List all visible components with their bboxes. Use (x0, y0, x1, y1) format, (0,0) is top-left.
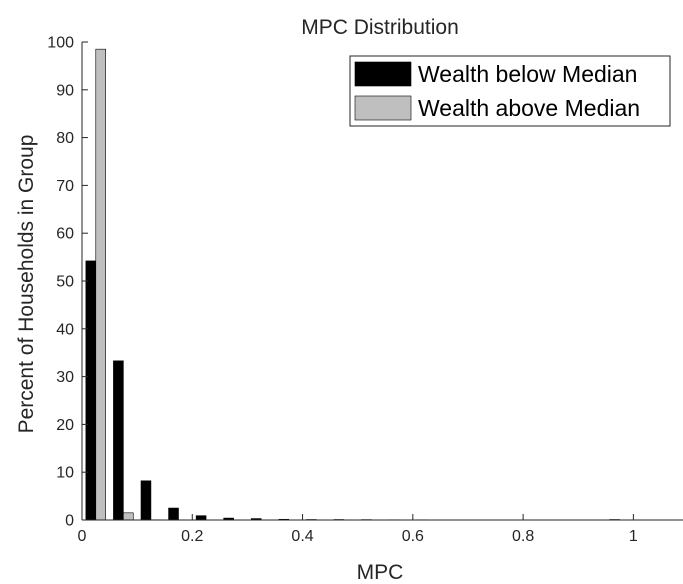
y-tick-label: 100 (47, 35, 74, 52)
y-tick-label: 80 (56, 130, 74, 147)
y-tick-label: 20 (56, 417, 74, 434)
bar-below-2 (140, 480, 152, 521)
legend: Wealth below Median Wealth above Median (349, 55, 671, 127)
x-axis-title: MPC (357, 561, 404, 584)
y-tick-label: 90 (56, 82, 74, 99)
legend-swatch-1 (354, 95, 412, 121)
axes-layer: 0 10 20 30 40 50 60 70 80 90 100 0 0.2 0.4 0.6 0.8 1 (47, 35, 683, 545)
bar-below-4 (195, 515, 207, 521)
bar-above-0 (95, 48, 106, 521)
x-tick-label: 0.2 (181, 528, 203, 545)
x-tick-label: 0.4 (291, 528, 313, 545)
bar-below-0 (85, 260, 97, 521)
y-tick-label: 0 (65, 513, 74, 530)
chart-title: MPC Distribution (301, 16, 459, 39)
legend-swatch-0 (354, 61, 412, 87)
y-tick-label: 10 (56, 465, 74, 482)
bar-above-1 (123, 512, 134, 521)
y-axis-title: Percent of Households in Group (15, 135, 38, 434)
legend-label-1: Wealth above Median (418, 95, 640, 121)
y-tick-label: 40 (56, 321, 74, 338)
y-tick-label: 30 (56, 369, 74, 386)
bar-below-1 (113, 360, 124, 521)
x-tick-label: 0.8 (512, 528, 534, 545)
y-tick-label: 60 (56, 226, 74, 243)
bar-below-3 (168, 507, 179, 521)
y-tick-label: 50 (56, 274, 74, 291)
y-tick-label: 70 (56, 178, 74, 195)
x-tick-label: 1 (629, 528, 638, 545)
x-tick-label: 0 (78, 528, 87, 545)
x-tick-label: 0.6 (402, 528, 424, 545)
legend-label-0: Wealth below Median (418, 61, 637, 87)
